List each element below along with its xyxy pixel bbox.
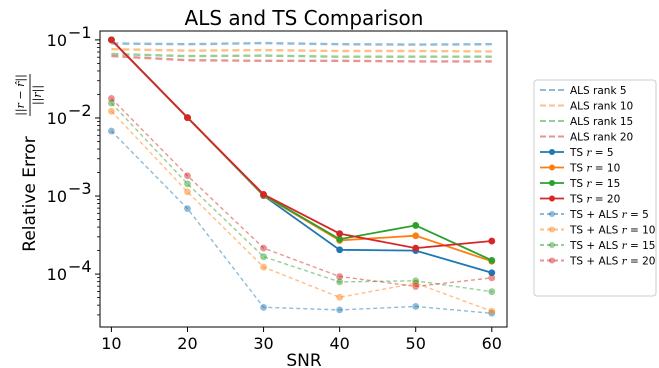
y-axis-label-denominator: ||r||	[31, 85, 45, 105]
legend-marker	[549, 226, 555, 233]
data-point	[336, 278, 344, 286]
data-point	[336, 230, 344, 238]
legend-entry: ALS rank 20	[570, 132, 633, 144]
x-tick-label: 20	[177, 334, 197, 353]
legend-entry: TS r = 10	[569, 163, 620, 175]
legend: ALS rank 5 ALS rank 10 ALS rank 15 ALS rank…	[533, 79, 657, 297]
legend-entry: ALS rank 5	[570, 85, 627, 97]
series-line	[110, 39, 493, 262]
series-line	[111, 52, 492, 58]
data-point	[260, 253, 267, 261]
data-point	[260, 263, 267, 271]
data-point	[108, 99, 115, 107]
data-point	[336, 306, 344, 314]
data-point	[488, 288, 496, 296]
data-point	[412, 277, 420, 285]
data-point	[260, 190, 267, 198]
data-point	[336, 293, 344, 301]
x-tick-label: 50	[406, 334, 426, 353]
data-point	[260, 303, 267, 311]
data-point	[336, 235, 344, 243]
legend-marker	[549, 149, 555, 155]
data-point	[488, 274, 496, 282]
data-point	[336, 246, 344, 254]
series-line	[111, 54, 492, 63]
series-line	[111, 41, 492, 46]
legend-marker	[549, 195, 555, 202]
data-point	[488, 269, 496, 277]
x-tick-label: 40	[329, 334, 349, 353]
y-axis-label: Relative Error ||r − r̂|| ||r||	[14, 74, 45, 252]
legend-marker	[549, 211, 555, 217]
y-tick-exponent: −3	[68, 179, 92, 198]
x-tick-label: 60	[482, 334, 502, 353]
y-tick-label: 10	[47, 187, 67, 206]
series-line	[110, 102, 492, 293]
data-point	[412, 232, 420, 240]
legend-marker	[549, 164, 555, 171]
series-line	[110, 110, 493, 312]
data-point	[108, 36, 115, 44]
data-point	[412, 303, 420, 310]
data-point	[412, 283, 420, 290]
legend-entry: TS + ALS r = 15	[569, 240, 655, 252]
legend-entry: ALS rank 15	[570, 116, 633, 128]
legend-marker	[549, 180, 555, 186]
x-tick-label: 30	[253, 334, 273, 353]
legend-entry: TS r = 20	[569, 194, 620, 206]
data-point	[488, 256, 496, 264]
legend-entry: TS r = 15	[569, 178, 620, 190]
y-tick-label: 10	[47, 31, 67, 50]
data-point	[412, 244, 420, 252]
data-point	[184, 180, 191, 188]
legend-entry: TS + ALS r = 20	[569, 256, 655, 268]
legend-entry: ALS rank 10	[570, 101, 633, 113]
data-point	[260, 244, 267, 252]
data-point	[108, 127, 115, 135]
legend-marker	[549, 257, 555, 264]
data-point	[336, 273, 344, 280]
series-line	[110, 39, 493, 274]
y-tick-exponent: −2	[68, 101, 92, 120]
x-axis-label: SNR	[286, 351, 322, 368]
data-point	[412, 222, 420, 229]
legend-entry: TS r = 5	[569, 147, 614, 159]
plot-frame	[99, 30, 508, 328]
y-axis-label-text: Relative Error	[20, 136, 40, 251]
data-point	[488, 307, 496, 315]
data-point	[108, 107, 115, 115]
series-line	[110, 97, 492, 288]
data-point	[184, 172, 191, 180]
legend-entry: TS + ALS r = 5	[569, 209, 649, 221]
legend-box	[533, 79, 657, 297]
data-point	[184, 188, 191, 196]
data-point	[488, 237, 496, 245]
series-line	[110, 39, 492, 250]
x-tick-label: 10	[101, 334, 121, 353]
data-point	[108, 95, 115, 102]
data-point	[184, 205, 191, 213]
y-tick-exponent: −1	[68, 23, 92, 42]
y-axis-label-numerator: ||r − r̂||	[14, 74, 28, 116]
legend-marker	[549, 242, 555, 248]
series-line	[110, 39, 493, 263]
chart-title: ALS and TS Comparison	[185, 6, 424, 30]
y-tick-exponent: −4	[68, 257, 92, 276]
series-line	[111, 48, 492, 53]
y-tick-label: 10	[47, 265, 67, 284]
data-point	[184, 114, 191, 122]
legend-entry: TS + ALS r = 10	[569, 225, 655, 237]
y-tick-label: 10	[47, 109, 67, 128]
